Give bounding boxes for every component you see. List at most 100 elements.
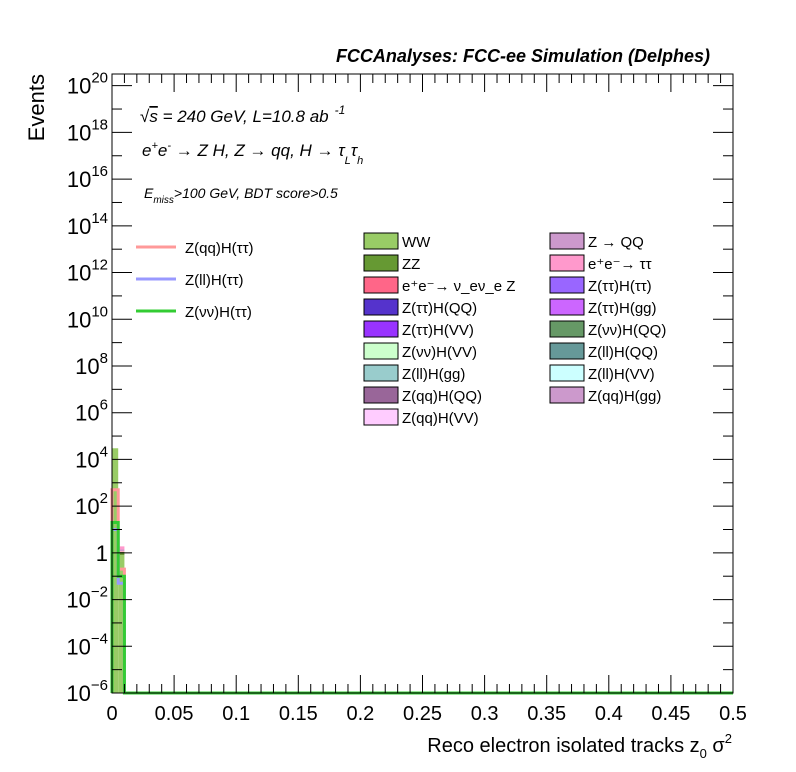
- legend-swatch: [363, 342, 399, 360]
- process-e1: e: [142, 141, 151, 160]
- y-tick-base: 10: [67, 74, 91, 99]
- legend-label: Z(ll)H(VV): [588, 366, 655, 383]
- legend-label: Z(νν)H(VV): [402, 344, 477, 361]
- legend-label: Z(qq)H(gg): [588, 388, 661, 405]
- x-axis-label-main: Reco electron isolated tracks z: [427, 735, 699, 757]
- process-tau1: τ: [338, 141, 346, 160]
- y-tick-base: 10: [66, 634, 90, 659]
- y-tick-base: 10: [75, 354, 99, 379]
- y-tick-label: 1016: [67, 163, 108, 192]
- legend-label: ZZ: [402, 256, 420, 273]
- x-axis-ticks: 0 0.05 0.1 0.15 0.2 0.25 0.3 0.35 0.4 0.45 0.5: [106, 74, 747, 725]
- legend-swatch: [549, 364, 585, 382]
- legend-label: WW: [402, 234, 431, 251]
- y-tick-base: 10: [75, 447, 99, 472]
- legend-label: Z(ττ)H(VV): [402, 322, 474, 339]
- legend-swatch: [549, 254, 585, 272]
- y-tick-label: 10−4: [66, 630, 108, 659]
- y-axis-label: Events: [24, 74, 49, 141]
- y-tick-base: 10: [75, 494, 99, 519]
- legend-label: Z(ττ)H(gg): [588, 300, 657, 317]
- bar-segment: [112, 448, 119, 693]
- process-e1-sup: +: [151, 140, 158, 152]
- legend-swatch: [549, 298, 585, 316]
- legend-label: Z(ll)H(gg): [402, 366, 465, 383]
- lumi-exponent: -1: [335, 103, 346, 117]
- y-tick-exponent: 6: [100, 397, 108, 414]
- bar-segment: [118, 551, 125, 556]
- annotation-cuts: Emiss>100 GeV, BDT score>0.5: [144, 185, 338, 206]
- legend-label: Z(νν)H(QQ): [588, 322, 666, 339]
- process-text: → Z H, Z → qq, H →: [171, 141, 338, 160]
- y-tick-exponent: −4: [91, 630, 108, 647]
- y-tick-base: 10: [66, 588, 90, 613]
- process-e2: e: [158, 141, 167, 160]
- bar-segment: [118, 546, 125, 550]
- y-tick-base: 10: [67, 120, 91, 145]
- x-axis-label: Reco electron isolated tracks z0 σ2: [427, 731, 732, 761]
- y-tick-label: 1012: [67, 257, 108, 286]
- y-tick-base: 10: [75, 401, 99, 426]
- y-tick-exponent: −2: [91, 584, 108, 601]
- legend-swatch: [363, 276, 399, 294]
- legend-signal-label: Z(qq)H(ττ): [185, 240, 254, 257]
- y-tick-exponent: 16: [91, 163, 108, 180]
- x-axis-label-sub: 0: [700, 746, 707, 761]
- sqrt-symbol: √: [140, 107, 150, 126]
- y-tick-label: 1020: [67, 70, 108, 99]
- y-tick-base: 10: [67, 261, 91, 286]
- legend-swatch: [549, 386, 585, 404]
- x-tick-label: 0.15: [279, 703, 318, 725]
- legend-swatch: [549, 232, 585, 250]
- process-e2-sup: -: [167, 140, 171, 152]
- x-tick-label: 0.35: [527, 703, 566, 725]
- x-tick-label: 0.3: [471, 703, 499, 725]
- legend-label: e⁺e⁻→ ττ: [588, 256, 652, 273]
- legend-label: Z(ll)H(QQ): [588, 344, 658, 361]
- legend-label: Z(ττ)H(ττ): [588, 278, 652, 295]
- annotation-energy-lumi: √s = 240 GeV, L=10.8 ab -1: [140, 103, 345, 126]
- legend-signal-label: Z(νν)H(ττ): [185, 304, 252, 321]
- legend-label: Z → QQ: [588, 234, 644, 251]
- legend-swatch: [549, 320, 585, 338]
- y-tick-label: 106: [75, 397, 108, 426]
- histogram-bars: [112, 448, 125, 693]
- cuts-sub: miss: [153, 195, 174, 206]
- y-tick-exponent: 8: [100, 350, 108, 367]
- x-tick-label: 0.05: [155, 703, 194, 725]
- y-tick-base: 1: [96, 541, 108, 566]
- x-tick-label: 0.45: [651, 703, 690, 725]
- y-tick-exponent: −6: [91, 677, 108, 694]
- y-tick-exponent: 14: [91, 210, 108, 227]
- x-axis-label-suffix: σ: [707, 735, 726, 757]
- legend-swatch: [363, 386, 399, 404]
- sqrt-s: s: [149, 107, 158, 126]
- process-tau2: τ: [351, 141, 359, 160]
- legend-swatch: [549, 342, 585, 360]
- legend-swatch: [363, 232, 399, 250]
- cuts-text: >100 GeV, BDT score>0.5: [174, 185, 338, 201]
- y-tick-label: 1014: [67, 210, 108, 239]
- legend-swatch: [363, 320, 399, 338]
- legend-swatch: [549, 276, 585, 294]
- y-tick-exponent: 18: [91, 116, 108, 133]
- legend-signal-label: Z(ll)H(ττ): [185, 272, 244, 289]
- x-tick-label: 0.2: [346, 703, 374, 725]
- y-tick-base: 10: [66, 681, 90, 706]
- legend-label: Z(qq)H(VV): [402, 410, 479, 427]
- bar-segment: [118, 549, 125, 552]
- legend-swatch: [363, 298, 399, 316]
- y-tick-label: 102: [75, 490, 108, 519]
- process-tau2-sub: h: [357, 155, 363, 167]
- y-axis-ticks: 10−610−410−21102104106108101010121014101…: [66, 70, 733, 706]
- process-tau1-sub: L: [345, 155, 351, 167]
- y-tick-base: 10: [67, 307, 91, 332]
- legend-label: Z(qq)H(QQ): [402, 388, 482, 405]
- y-tick-base: 10: [67, 167, 91, 192]
- y-tick-label: 108: [75, 350, 108, 379]
- y-tick-exponent: 2: [100, 490, 108, 507]
- legend-swatch: [363, 408, 399, 426]
- y-tick-label: 10−6: [66, 677, 108, 706]
